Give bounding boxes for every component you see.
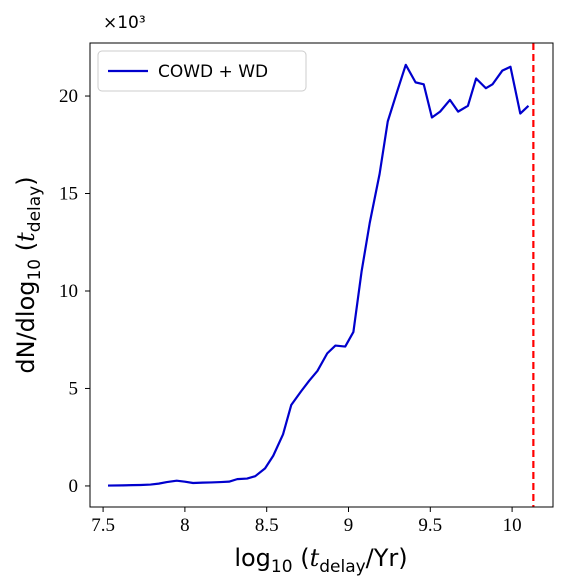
x-axis-label-part: ( [293,544,310,572]
x-tick-label: 7.5 [91,515,115,536]
y-axis-label-part: ) [12,176,40,185]
x-tick-label: 10 [503,515,522,536]
y-axis-label-part: 10 [25,259,45,281]
x-axis-label-part: t [310,544,320,572]
data-line [107,63,530,487]
legend-box [97,50,307,92]
y-axis-label-part: delay [25,186,45,232]
x-tick-label: 8 [180,515,190,536]
legend-label: COWD + WD [158,62,268,82]
y-tick-label: 20 [59,86,78,107]
x-tick-label: 9.5 [418,515,442,536]
y-axis-label-part: dN/dlog [12,281,40,374]
offset-label: ×10³ [103,13,146,33]
x-axis-label-part: delay [319,557,365,577]
y-tick-label: 5 [69,378,79,399]
y-axis-label-part: t [12,232,40,242]
x-tick-label: 8.5 [255,515,279,536]
y-tick-label: 0 [69,476,79,497]
y-axis-label-part: ( [12,242,40,259]
x-axis-label-part: /Yr) [366,544,408,572]
x-axis-label: log10 (tdelay/Yr) [234,544,407,577]
y-tick-label: 10 [59,281,78,302]
x-axis-label-part: 10 [271,557,293,577]
y-tick-label: 15 [59,184,78,205]
x-axis-label-part: log [234,544,271,572]
x-tick-label: 9 [344,515,354,536]
plot-frame [89,42,554,508]
y-axis-label: dN/dlog10 (tdelay) [12,176,45,373]
